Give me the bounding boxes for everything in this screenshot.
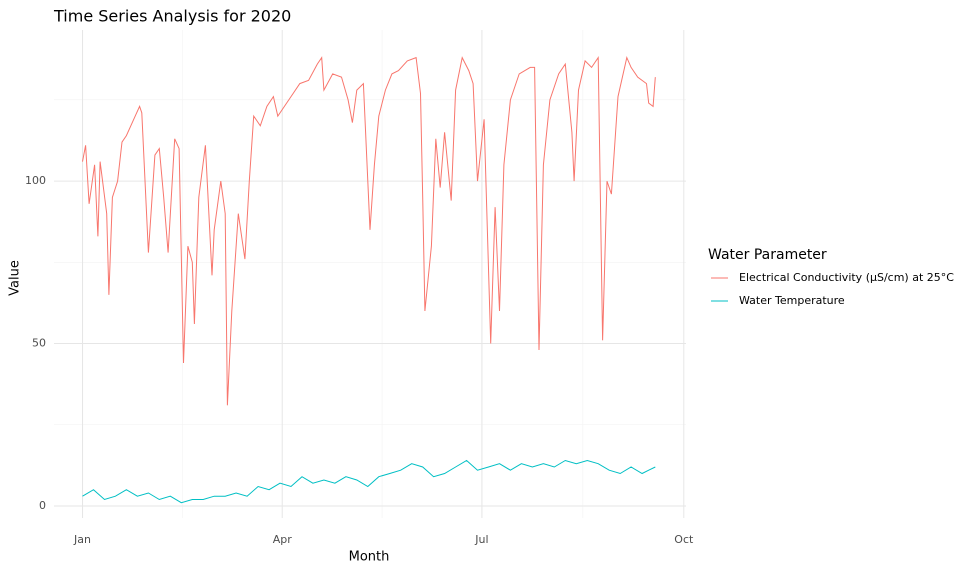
legend-label: Water Temperature <box>739 294 845 307</box>
x-tick-label: Apr <box>273 533 293 546</box>
legend-label: Electrical Conductivity (µS/cm) at 25°C <box>739 271 954 284</box>
x-tick-label: Oct <box>674 533 694 546</box>
legend-title: Water Parameter <box>708 247 827 263</box>
x-tick-label: Jan <box>73 533 91 546</box>
series-line <box>82 459 656 504</box>
x-tick-label: Jul <box>474 533 488 546</box>
y-tick-label: 0 <box>39 499 46 512</box>
y-tick-label: 100 <box>25 174 46 187</box>
y-tick-label: 50 <box>32 337 46 350</box>
series-line <box>82 55 656 406</box>
y-axis-label: Value <box>8 260 23 296</box>
chart-title: Time Series Analysis for 2020 <box>53 7 291 26</box>
x-axis-label: Month <box>349 550 390 565</box>
